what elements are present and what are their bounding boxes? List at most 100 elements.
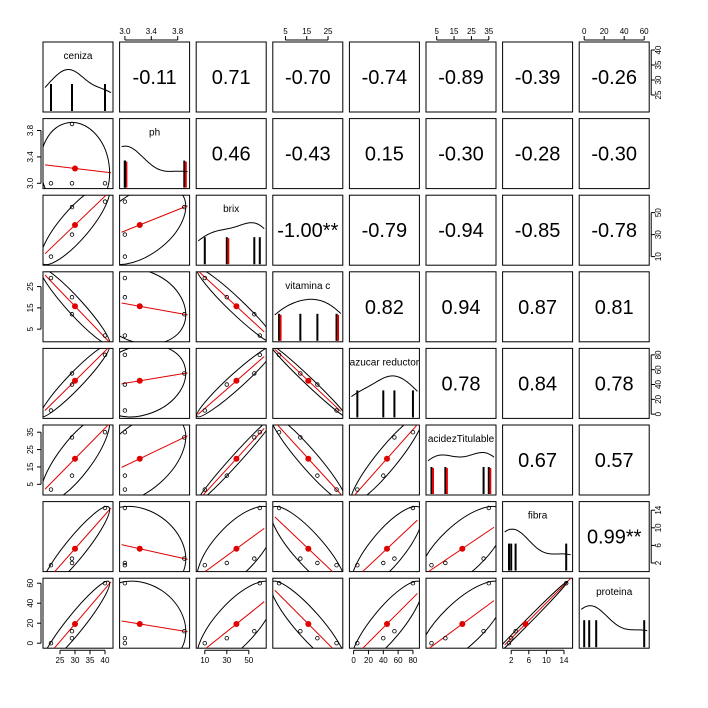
confidence-ellipse <box>196 348 267 418</box>
data-point <box>182 629 187 634</box>
tick-label: 14 <box>560 656 569 665</box>
data-point <box>355 641 360 646</box>
data-point <box>182 371 187 376</box>
tick-label: 10 <box>654 523 663 532</box>
data-point <box>355 487 360 492</box>
panel-frame <box>348 501 420 573</box>
density-curve <box>580 605 648 632</box>
tick-label: 40 <box>379 656 388 665</box>
data-point <box>506 641 512 646</box>
data-point <box>69 204 75 210</box>
confidence-ellipse <box>272 505 343 572</box>
tick-label: 3.0 <box>26 177 35 189</box>
center-point <box>522 620 529 627</box>
panel-frame <box>119 424 191 496</box>
tick-label: 40 <box>101 656 110 665</box>
data-point <box>122 333 128 338</box>
correlation-label: -0.30 <box>438 144 484 166</box>
variable-name-proteina: proteina <box>596 587 633 598</box>
tick-label: 6 <box>527 656 532 665</box>
data-point <box>429 563 434 568</box>
scatter-panel <box>43 580 112 649</box>
density-curve <box>351 375 418 398</box>
scatter-panel <box>119 580 188 649</box>
tick-label: 5 <box>283 27 288 36</box>
tick-label: 30 <box>654 75 663 84</box>
tick-label: 25 <box>56 656 65 665</box>
data-point <box>122 560 128 566</box>
tick-label: 30 <box>654 230 663 239</box>
correlation-label: 0.87 <box>518 297 557 319</box>
scatter-panel <box>196 348 267 418</box>
data-point <box>257 333 262 338</box>
data-point <box>69 636 75 641</box>
correlation-label: -0.89 <box>438 67 484 89</box>
data-point <box>334 563 339 568</box>
panel-frame <box>578 577 650 649</box>
tick-label: 30 <box>222 656 231 665</box>
scatter-panel <box>350 425 420 495</box>
data-point <box>334 487 339 492</box>
correlation-label: -0.70 <box>285 67 331 89</box>
regression-line <box>121 435 188 468</box>
correlation-label: 0.82 <box>365 297 404 319</box>
confidence-ellipse <box>272 580 343 649</box>
data-point <box>381 560 386 566</box>
data-point <box>486 581 491 586</box>
data-point <box>298 629 303 634</box>
tick-label: 5 <box>26 326 35 331</box>
correlation-label: -0.78 <box>591 220 637 242</box>
panel-frame <box>502 501 574 573</box>
confidence-ellipse <box>350 425 420 495</box>
tick-label: 60 <box>394 656 403 665</box>
data-point <box>202 487 207 492</box>
panel-frame <box>425 577 497 649</box>
confidence-ellipse <box>43 505 111 572</box>
center-point <box>383 455 390 462</box>
data-point <box>481 629 486 634</box>
panel-frame <box>272 271 344 343</box>
data-point <box>257 352 262 358</box>
data-point <box>69 371 75 376</box>
correlation-label: -0.79 <box>362 220 408 242</box>
data-point <box>102 352 108 358</box>
data-point <box>298 556 303 561</box>
density-curve <box>44 69 112 94</box>
scatter-panel <box>426 505 496 572</box>
center-point <box>305 620 312 627</box>
panel-frame <box>272 347 344 419</box>
center-point <box>72 165 78 172</box>
confidence-ellipse <box>196 505 267 572</box>
correlation-label: 0.78 <box>595 373 634 395</box>
regression-line <box>121 205 188 233</box>
center-point <box>305 377 312 384</box>
tick-label: 25 <box>467 27 476 36</box>
panel-frame <box>425 424 497 496</box>
confidence-ellipse <box>426 505 496 572</box>
center-point <box>72 545 78 552</box>
data-point <box>122 382 128 387</box>
data-point <box>315 473 320 478</box>
data-point <box>564 581 569 586</box>
panel-frame <box>502 194 574 266</box>
data-point <box>410 430 416 435</box>
regression-line <box>362 593 418 649</box>
panel-frame <box>195 347 267 419</box>
tick-label: 15 <box>26 462 35 471</box>
panel-frame <box>502 347 574 419</box>
data-point <box>252 312 257 317</box>
correlation-label: -0.28 <box>515 144 561 166</box>
panel-frame <box>425 271 497 343</box>
data-point <box>122 254 128 259</box>
variable-name-vitamina-c: vitamina c <box>285 281 330 292</box>
scatter-panel <box>272 425 343 495</box>
data-point <box>224 295 229 300</box>
data-point <box>102 181 108 186</box>
data-point <box>276 430 282 435</box>
panel-frame <box>272 577 344 649</box>
center-point <box>136 303 143 310</box>
data-point <box>48 487 54 492</box>
data-point <box>410 581 416 586</box>
panel-frame <box>195 194 267 266</box>
